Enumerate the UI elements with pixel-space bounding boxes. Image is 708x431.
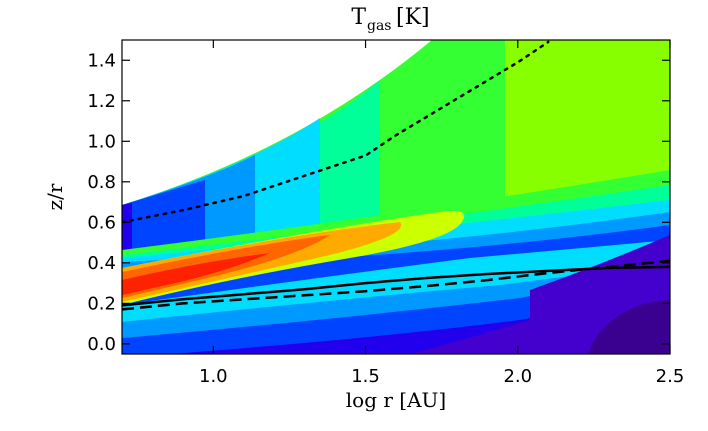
x-axis: 1.0 1.5 2.0 2.5 xyxy=(199,40,684,387)
series-line-dotted xyxy=(122,40,550,224)
chart-title: T xyxy=(351,5,366,30)
region-red xyxy=(122,253,270,295)
y-tick-label: 0.8 xyxy=(87,172,116,193)
y-tick-label: 0.0 xyxy=(87,334,116,355)
overlay-lines xyxy=(122,40,670,311)
chart-title-suffix: [K] xyxy=(396,5,430,30)
y-axis-title: z/r xyxy=(43,183,67,210)
chart-title-subscript: gas xyxy=(367,18,392,34)
y-tick-label: 1.0 xyxy=(87,131,116,152)
series-line-dashed xyxy=(122,259,670,311)
x-tick-label: 2.0 xyxy=(503,366,532,387)
y-tick-label: 1.4 xyxy=(87,50,116,71)
x-tick-label: 1.0 xyxy=(199,366,228,387)
y-tick-label: 1.2 xyxy=(87,91,116,112)
y-tick-label: 0.2 xyxy=(87,293,116,314)
plot-frame xyxy=(121,39,671,355)
y-axis: 0.0 0.2 0.4 0.6 0.8 1.0 1.2 1.4 xyxy=(87,50,670,355)
region-deepindigo xyxy=(588,300,670,354)
y-tick-label: 0.6 xyxy=(87,212,116,233)
x-axis-title: log r [AU] xyxy=(346,388,446,412)
x-tick-label: 1.5 xyxy=(351,366,380,387)
y-tick-label: 0.4 xyxy=(87,253,116,274)
contour-regions xyxy=(122,40,670,354)
x-tick-label: 2.5 xyxy=(656,366,685,387)
